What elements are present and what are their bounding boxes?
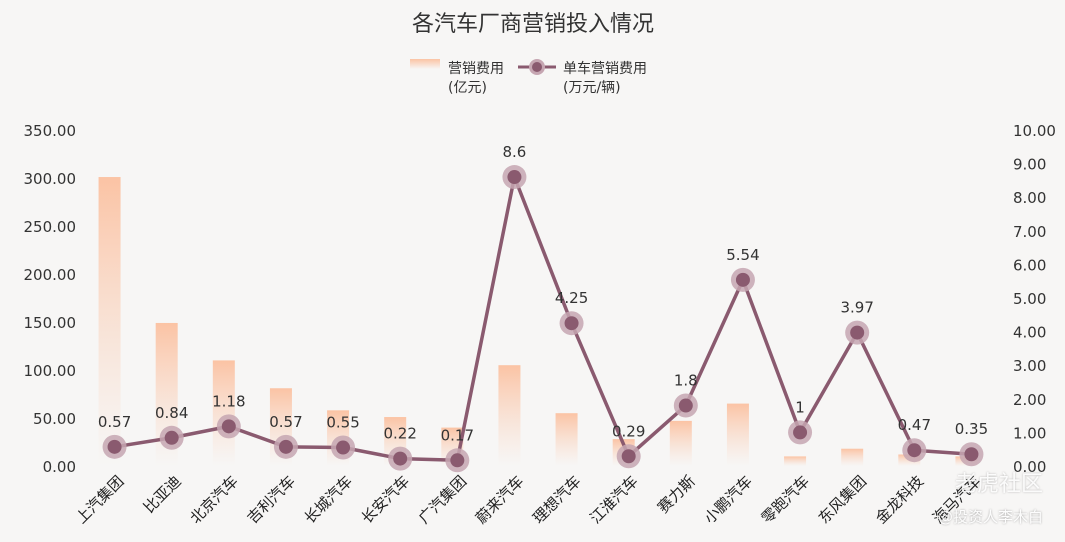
right-y-tick-label: 3.00 [1013, 357, 1046, 375]
line-point [678, 398, 693, 413]
right-y-tick-label: 6.00 [1013, 256, 1046, 274]
x-tick-label: 长安汽车 [358, 472, 413, 527]
line-point [564, 316, 579, 331]
bar [98, 177, 121, 467]
x-tick-label: 吉利汽车 [244, 472, 299, 527]
line-point [107, 439, 122, 454]
left-y-tick-label: 350.00 [24, 122, 77, 140]
right-y-tick-label: 4.00 [1013, 324, 1046, 342]
line-point [450, 453, 465, 468]
x-tick-label: 小鹏汽车 [701, 472, 756, 527]
line-point [507, 170, 522, 185]
line-data-label: 0.22 [383, 425, 416, 443]
line-data-label: 3.97 [840, 299, 873, 317]
line-point [393, 451, 408, 466]
x-tick-label: 金龙科技 [872, 472, 927, 527]
left-y-tick-label: 200.00 [24, 266, 77, 284]
line-point [907, 443, 922, 458]
x-tick-label: 江淮汽车 [586, 472, 641, 527]
watermark-author: @投资人李木白 [937, 508, 1043, 526]
x-tick-label: 广汽集团 [415, 472, 470, 527]
line-point [621, 449, 636, 464]
line-path [114, 175, 972, 463]
x-tick-label: 理想汽车 [529, 472, 584, 527]
watermark-forum: 老虎社区 [954, 472, 1043, 497]
line-data-label: 1 [795, 398, 805, 416]
line-data-label: 0.47 [898, 416, 931, 434]
left-y-tick-label: 250.00 [24, 218, 77, 236]
bar [555, 413, 578, 466]
bar [784, 456, 807, 466]
bar [212, 360, 235, 466]
line-series: 0.57 0.84 1.18 0.57 0.55 0.22 0.17 8.6 4.25 0.29 1… [98, 143, 988, 473]
line-data-label: 8.6 [503, 143, 527, 161]
line-point [735, 272, 750, 287]
right-y-tick-label: 0.00 [1013, 458, 1046, 476]
line-data-label: 0.17 [441, 426, 474, 444]
x-axis: 上汽集团 比亚迪 北京汽车 吉利汽车 长城汽车 长安汽车 广汽集团 蔚来汽车 理想汽车 江淮汽车赛… [72, 472, 984, 527]
x-tick-label: 蔚来汽车 [472, 472, 527, 527]
legend-bar-label-line1: 营销费用 [448, 61, 504, 77]
chart-title: 各汽车厂商营销投入情况 [412, 12, 654, 37]
line-data-label: 0.57 [269, 413, 302, 431]
x-tick-label: 北京汽车 [186, 472, 241, 527]
line-data-label: 1.18 [212, 392, 245, 410]
legend-bar-swatch [410, 59, 440, 69]
left-y-tick-label: 300.00 [24, 170, 77, 188]
line-data-label: 5.54 [726, 246, 759, 264]
x-tick-label: 上汽集团 [72, 472, 127, 527]
line-data-label: 0.35 [955, 420, 988, 438]
right-y-tick-label: 8.00 [1013, 189, 1046, 207]
right-y-tick-label: 1.00 [1013, 424, 1046, 442]
right-y-axis: 0.00 1.00 2.00 3.00 4.00 5.00 6.00 7.00 8.00 9.00… [1013, 122, 1056, 476]
left-y-tick-label: 0.00 [43, 458, 76, 476]
x-tick-label: 比亚迪 [140, 472, 185, 517]
line-point [964, 447, 979, 462]
left-y-axis: 0.00 50.00 100.00 150.00 200.00 250.00 300.00 3… [24, 122, 77, 476]
line-data-label: 0.29 [612, 422, 645, 440]
legend-bar-label-line2: (亿元) [448, 80, 487, 96]
left-y-tick-label: 150.00 [24, 314, 77, 332]
right-y-tick-label: 5.00 [1013, 290, 1046, 308]
line-data-label: 0.57 [98, 413, 131, 431]
right-y-tick-label: 10.00 [1013, 122, 1056, 140]
x-tick-label: 长城汽车 [301, 472, 356, 527]
line-point [793, 425, 808, 440]
line-data-label: 1.8 [674, 372, 698, 390]
line-data-label: 0.55 [326, 414, 359, 432]
left-y-tick-label: 100.00 [24, 362, 77, 380]
right-y-tick-label: 9.00 [1013, 156, 1046, 174]
legend-line-label-line1: 单车营销费用 [563, 60, 647, 77]
bar [726, 403, 749, 466]
left-y-tick-label: 50.00 [33, 410, 76, 428]
line-point [850, 325, 865, 340]
line-point [164, 430, 179, 445]
line-point [336, 440, 351, 455]
right-y-tick-label: 2.00 [1013, 391, 1046, 409]
legend-line-label-line2: (万元/辆) [563, 80, 621, 96]
line-data-label: 4.25 [555, 289, 588, 307]
bar [498, 365, 521, 466]
line-data-label: 0.84 [155, 404, 188, 422]
x-tick-label: 东风集团 [815, 472, 870, 527]
bar [669, 420, 692, 466]
line-point [221, 419, 236, 434]
legend-line-marker [532, 62, 542, 72]
legend: 营销费用 (亿元) 单车营销费用 (万元/辆) [410, 59, 647, 96]
line-point [278, 439, 293, 454]
x-tick-label: 零跑汽车 [758, 472, 813, 527]
x-tick-label: 赛力斯 [654, 472, 699, 517]
bar [841, 448, 864, 466]
right-y-tick-label: 7.00 [1013, 223, 1046, 241]
